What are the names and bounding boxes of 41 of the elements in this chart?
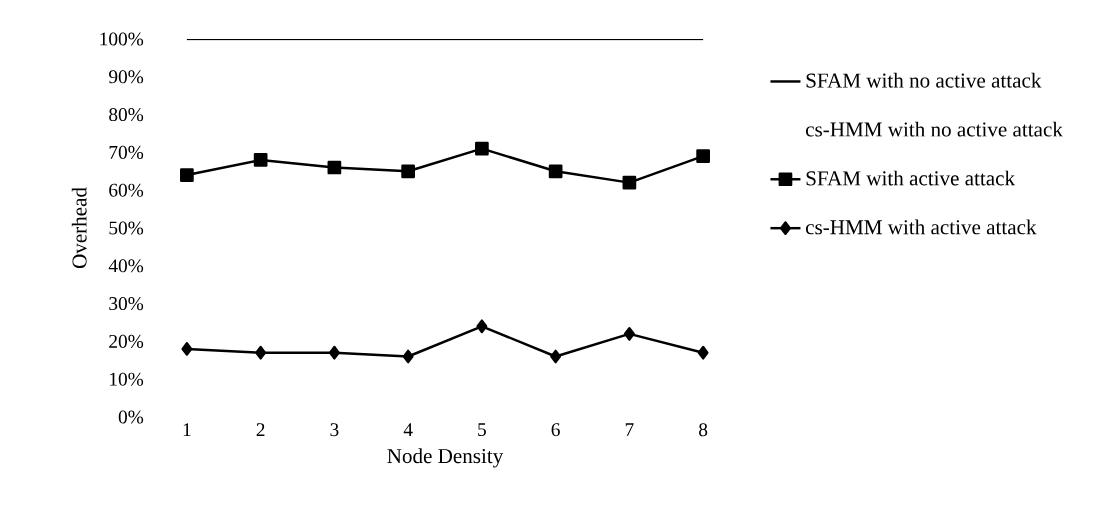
x-tick-label: 3 [330,423,339,437]
point [622,175,637,190]
y-tick-label: 30% [109,297,144,311]
point [696,149,710,164]
point [180,168,194,182]
legend-label: SFAM with no active attack [806,72,1042,88]
point [255,345,267,360]
point [550,349,562,364]
y-tick-label: 0% [118,410,144,424]
x-tick-label: 6 [551,423,560,437]
point [253,153,268,167]
y-tick-label: 10% [110,372,144,386]
x-axis-title: Node Density [387,448,504,468]
point [697,345,709,360]
point [548,164,563,179]
y-tick-label: 80% [109,108,144,122]
point [623,326,635,341]
y-tick-label: 40% [108,259,144,273]
legend-label: cs-HMM with active attack [806,219,1037,235]
x-tick-label: 2 [256,423,265,436]
point [476,319,488,334]
text: cs-HMM with no active attack [806,121,1063,137]
x-tick-label: 7 [625,423,634,436]
point [475,141,489,156]
y-tick-label: 90% [109,70,144,84]
x-tick-label: 5 [478,423,486,437]
x-tick-label: 4 [403,423,413,436]
point [181,342,193,356]
point [402,349,414,364]
y-tick-label: 50% [109,221,144,235]
y-axis-title: Overhead [71,187,87,269]
y-tick-label: 20% [109,334,144,348]
point [327,160,342,175]
legend-label: SFAM with active attack [806,170,1016,186]
y-tick-label: 100% [100,32,144,46]
x-tick-label: 8 [699,423,708,437]
y-tick-label: 60% [109,183,144,197]
x-tick-label: 1 [183,423,191,436]
y-tick-label: 70% [109,145,144,159]
point [401,164,415,179]
point [328,345,340,360]
